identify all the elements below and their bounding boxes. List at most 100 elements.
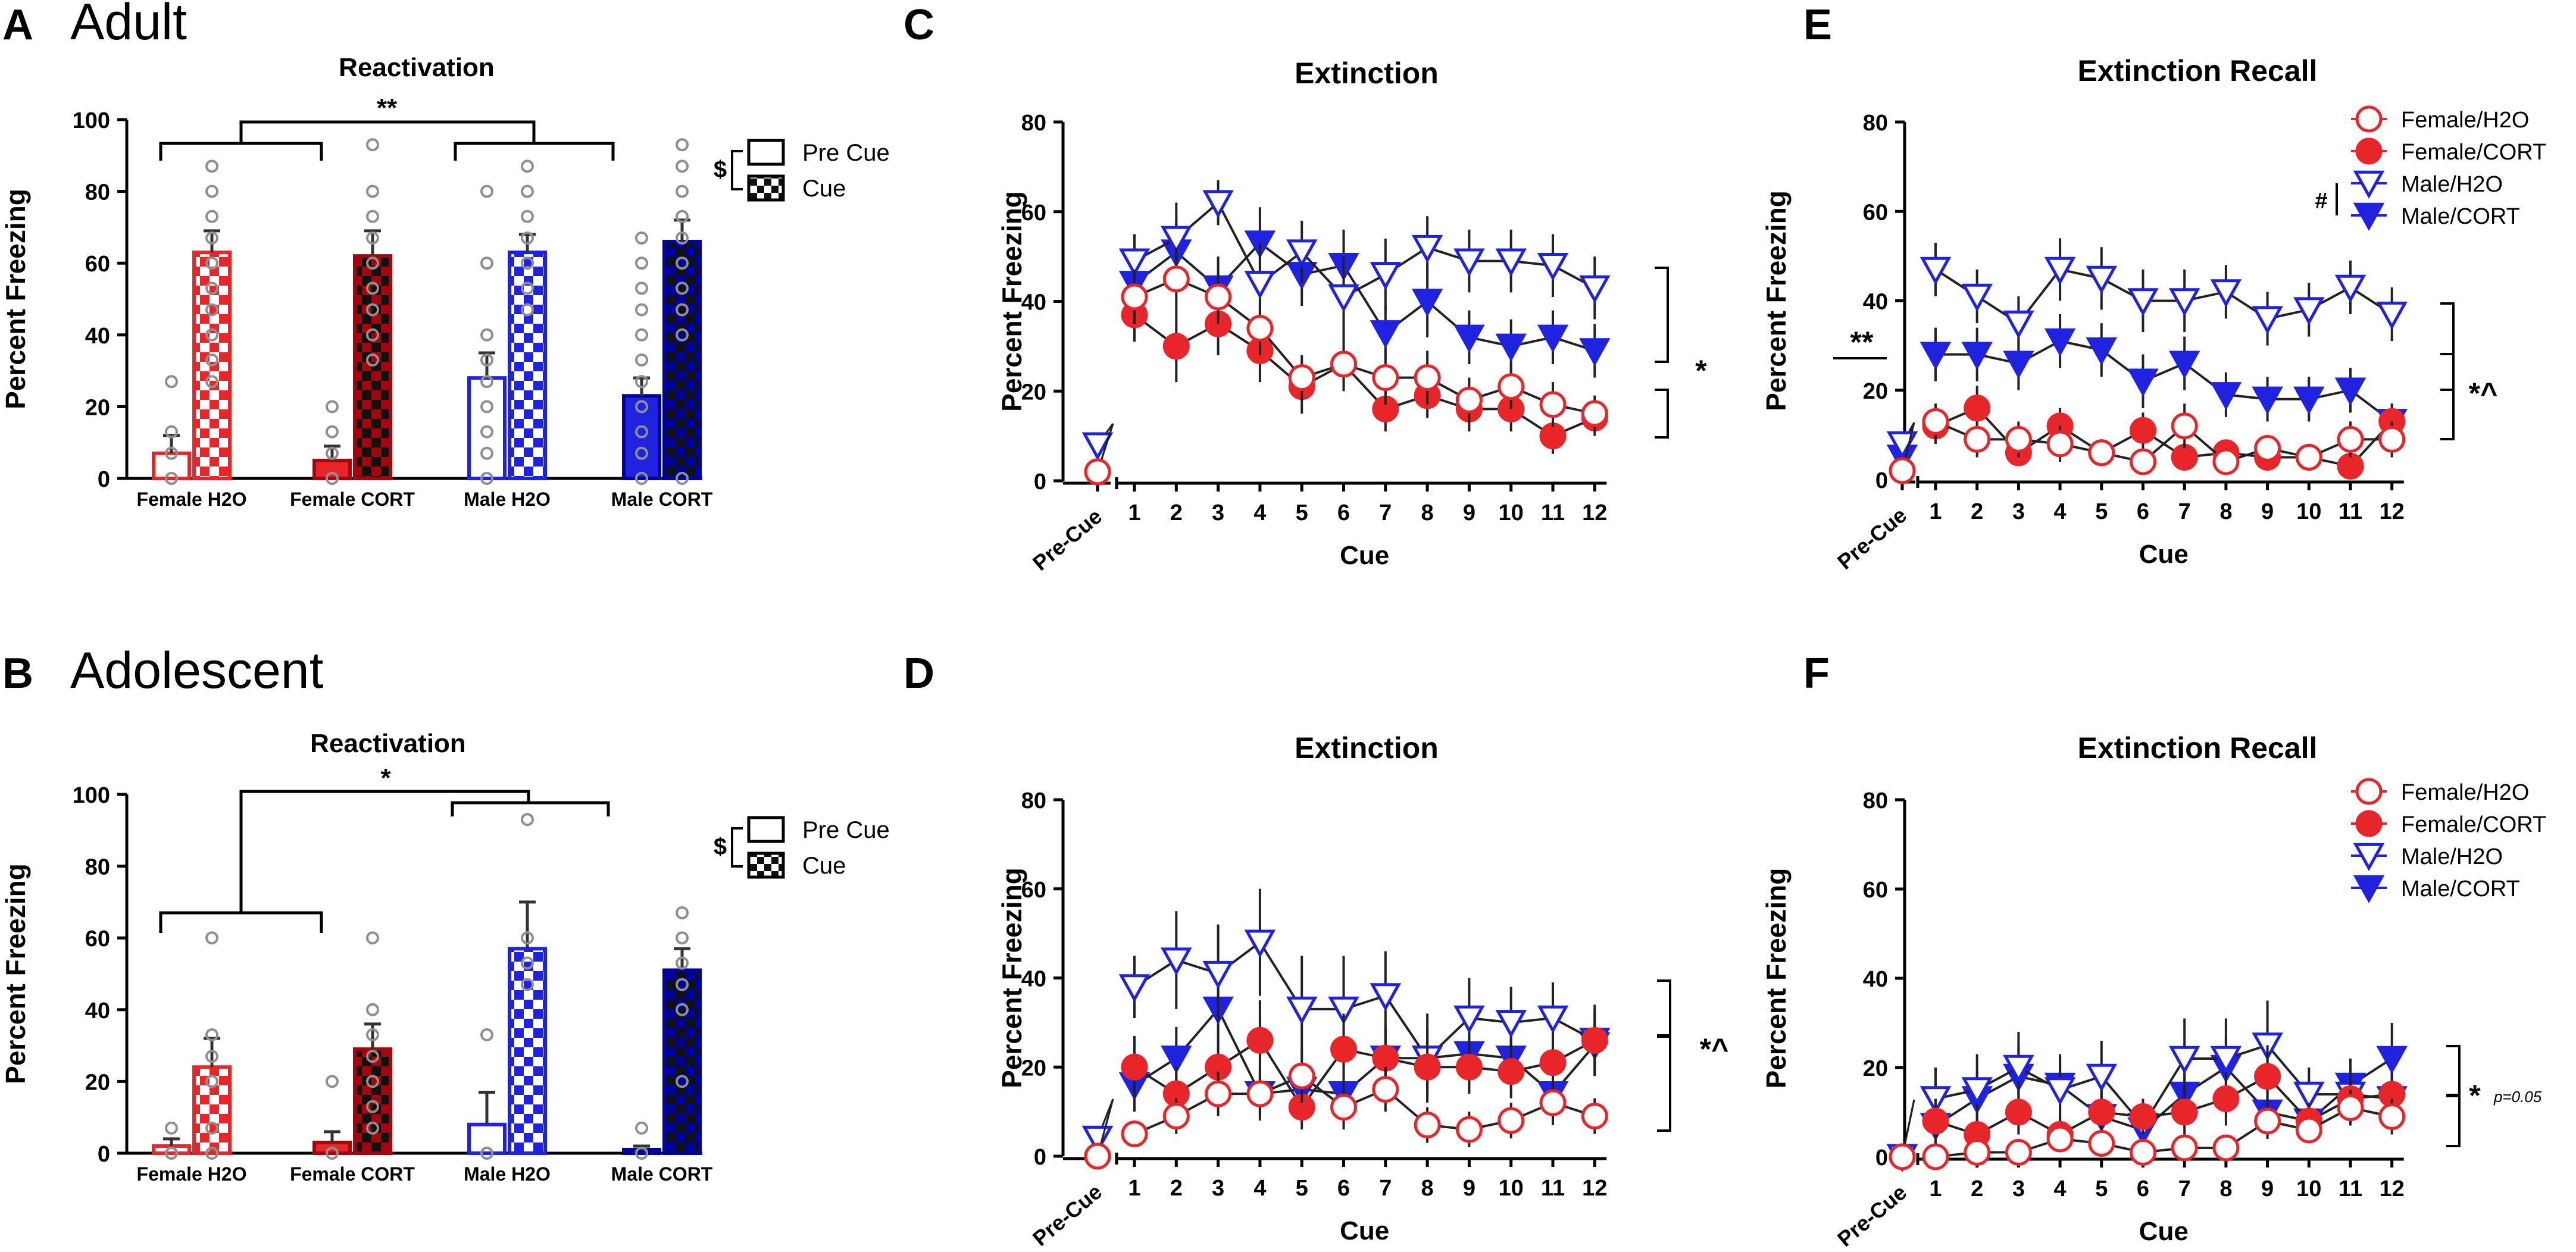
legend-marker [2355,778,2383,805]
sig-bracket [239,120,536,143]
bar-pre-cue [467,376,507,480]
x-tick-label: 6 [2137,1176,2149,1201]
y-tick-label: 0 [1034,470,1046,494]
pre-cue-marker [1889,1143,1916,1170]
y-tick-label: 40 [85,999,110,1023]
data-point [480,472,493,485]
x-tick-label: 5 [1296,1176,1308,1201]
x-tick-label: 9 [1463,1176,1475,1201]
series-line [1934,268,2393,325]
legend-bracket [731,827,743,868]
legend-marker [2355,810,2383,837]
data-point [480,1028,493,1042]
data-point [1495,1010,1527,1038]
data-point [326,1075,339,1088]
data-point [1495,248,1527,277]
data-point [676,159,689,173]
x-tick-label: 7 [1379,500,1392,525]
data-point [1328,996,1359,1025]
data-point [521,813,534,827]
data-point [165,375,178,389]
data-point [1579,275,1611,303]
data-point [1161,947,1192,976]
data-point [1328,284,1359,313]
data-point [676,184,689,198]
chart-title: Reactivation [310,729,466,758]
x-tick-label: 12 [1582,500,1607,525]
series-line [1133,940,1596,1060]
data-point [1330,350,1357,378]
data-point [1453,324,1485,353]
data-point [2130,417,2156,444]
data-point [1288,1062,1315,1090]
bar-cue [508,947,547,1156]
data-point [635,1147,648,1160]
panel-A: A Adult Reactivation Percent Freezing 0 20 40 6… [0,0,890,510]
bar-pre-cue [622,1147,661,1155]
data-point [2130,448,2156,475]
legend-label: Pre Cue [802,140,890,166]
x-axis-label: Cue [1340,1216,1389,1245]
legend-label: Male/H2O [2401,844,2503,869]
bar-cue [662,240,702,480]
data-point [366,209,379,223]
chart-title: Extinction [1295,57,1439,90]
data-point [2210,382,2242,411]
y-tick-label: 40 [1021,967,1046,992]
data-point [2171,1098,2198,1126]
data-point [1581,1026,1608,1054]
data-point [1162,265,1190,293]
data-point [366,328,379,342]
data-point [676,978,689,991]
sig-bracket [1657,1035,1671,1132]
pre-cue-marker [1081,432,1114,461]
significance-note: p=0.05 [2493,1088,2542,1106]
data-point [1495,333,1527,362]
y-tick-label: 40 [85,324,110,349]
data-point [366,1121,379,1135]
data-point [1121,283,1148,311]
data-point [1286,996,1318,1025]
significance-label: * [2469,1079,2481,1112]
data-point [635,446,648,460]
x-tick-label: 10 [1499,500,1524,525]
data-point [2378,1103,2406,1130]
data-point [1330,1094,1357,1121]
data-point [480,328,493,342]
x-tick-label: 4 [2054,499,2067,524]
data-point [1330,1035,1357,1063]
data-point [2212,1085,2240,1112]
x-tick-label: 10 [2296,1176,2321,1201]
data-point [635,400,648,414]
y-tick-label: 0 [98,467,110,492]
x-tick-label: 1 [1929,499,1942,524]
legend-marker [2353,843,2385,872]
data-point [1246,1080,1274,1107]
x-tick-label: 9 [2261,1176,2274,1201]
y-tick-label: 20 [1863,379,1888,404]
data-point [1539,422,1567,450]
x-tick-label: 3 [2012,1176,2025,1201]
panel-E: E Extinction Recall Percent Freezing 0 20 40 6… [1761,1,2546,574]
data-point [1579,338,1611,367]
data-point [1537,1005,1569,1034]
chart-title: Reactivation [339,53,495,82]
data-point [2044,256,2076,285]
data-point [1411,289,1443,317]
x-tick-label: Male H2O [464,489,551,510]
data-point [2171,443,2198,471]
x-tick-label: 9 [2261,499,2274,524]
data-point [2212,1134,2240,1162]
legend: Pre Cue Cue $ [714,139,890,202]
data-point [1539,1049,1567,1076]
y-axis-label: Percent Freezing [1761,190,1792,411]
data-point [480,446,493,460]
data-point [1539,391,1567,418]
data-point [1498,1058,1525,1085]
x-tick-label: 5 [2095,1176,2108,1201]
legend-label: Female/CORT [2401,140,2546,165]
panel-heading: Adolescent [70,642,324,699]
series-male-cort [1886,314,2408,473]
data-point [1372,1044,1399,1072]
